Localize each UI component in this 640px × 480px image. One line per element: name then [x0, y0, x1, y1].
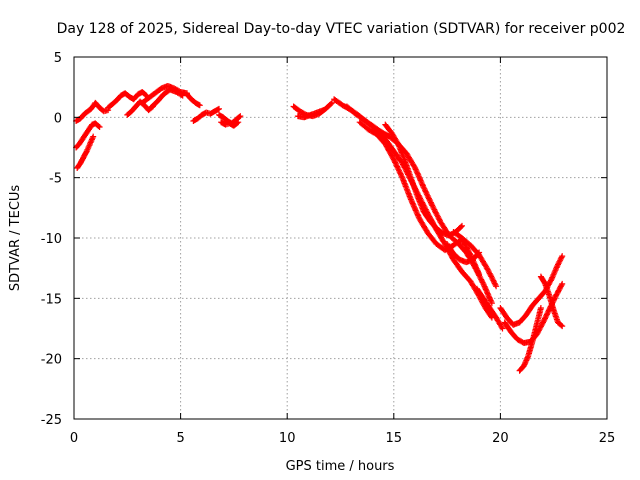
series-markers	[218, 119, 242, 129]
series-track-9	[190, 105, 222, 124]
grid-layer	[74, 57, 607, 419]
data-layer	[73, 83, 566, 374]
y-tick-label: -15	[41, 292, 62, 307]
series-track-24	[537, 273, 566, 330]
series-markers	[73, 120, 103, 151]
series-track-2	[73, 120, 103, 151]
series-track-8	[184, 91, 203, 109]
series-markers	[294, 107, 327, 121]
series-markers	[473, 285, 506, 332]
tick-labels-layer: 0 5 10 15 20 25 5 0 -5 -10 -15 -20 -25	[41, 51, 616, 446]
series-markers	[190, 105, 222, 124]
series-markers	[105, 89, 150, 111]
series-track-17	[382, 121, 465, 239]
x-tick-label: 0	[70, 431, 78, 446]
y-axis-label: SDTVAR / TECUs	[8, 185, 23, 292]
series-markers	[516, 305, 544, 374]
y-tick-label: -10	[41, 232, 62, 247]
series-track-4	[105, 89, 150, 111]
series-markers	[73, 99, 112, 124]
series-track-16	[356, 119, 483, 278]
series-track-23	[516, 305, 544, 374]
series-track-18	[444, 241, 483, 266]
series-markers	[444, 241, 483, 266]
series-markers	[382, 121, 465, 239]
series-track-13	[294, 107, 327, 121]
chart-title: Day 128 of 2025, Sidereal Day-to-day VTE…	[57, 21, 626, 37]
series-markers	[147, 86, 186, 111]
y-tick-label: -5	[49, 172, 62, 187]
x-tick-label: 5	[176, 431, 184, 446]
x-axis-label: GPS time / hours	[286, 459, 395, 474]
y-tick-label: 0	[54, 111, 62, 126]
x-tick-label: 20	[492, 431, 509, 446]
y-tick-label: -20	[41, 353, 62, 368]
series-track-3	[74, 133, 97, 171]
series-track-20	[473, 285, 506, 332]
series-track-1	[73, 99, 112, 124]
x-tick-label: 15	[386, 431, 403, 446]
y-tick-label: 5	[54, 51, 62, 66]
series-track-7	[147, 86, 186, 111]
y-tick-label: -25	[41, 413, 62, 428]
x-tick-label: 25	[599, 431, 616, 446]
series-track-11	[218, 119, 242, 129]
x-tick-label: 10	[279, 431, 296, 446]
series-markers	[356, 119, 483, 278]
series-markers	[74, 133, 97, 171]
series-track-19	[450, 229, 500, 290]
series-markers	[184, 91, 203, 109]
ticks-layer	[73, 56, 608, 420]
series-markers	[537, 273, 566, 330]
series-markers	[450, 229, 500, 290]
